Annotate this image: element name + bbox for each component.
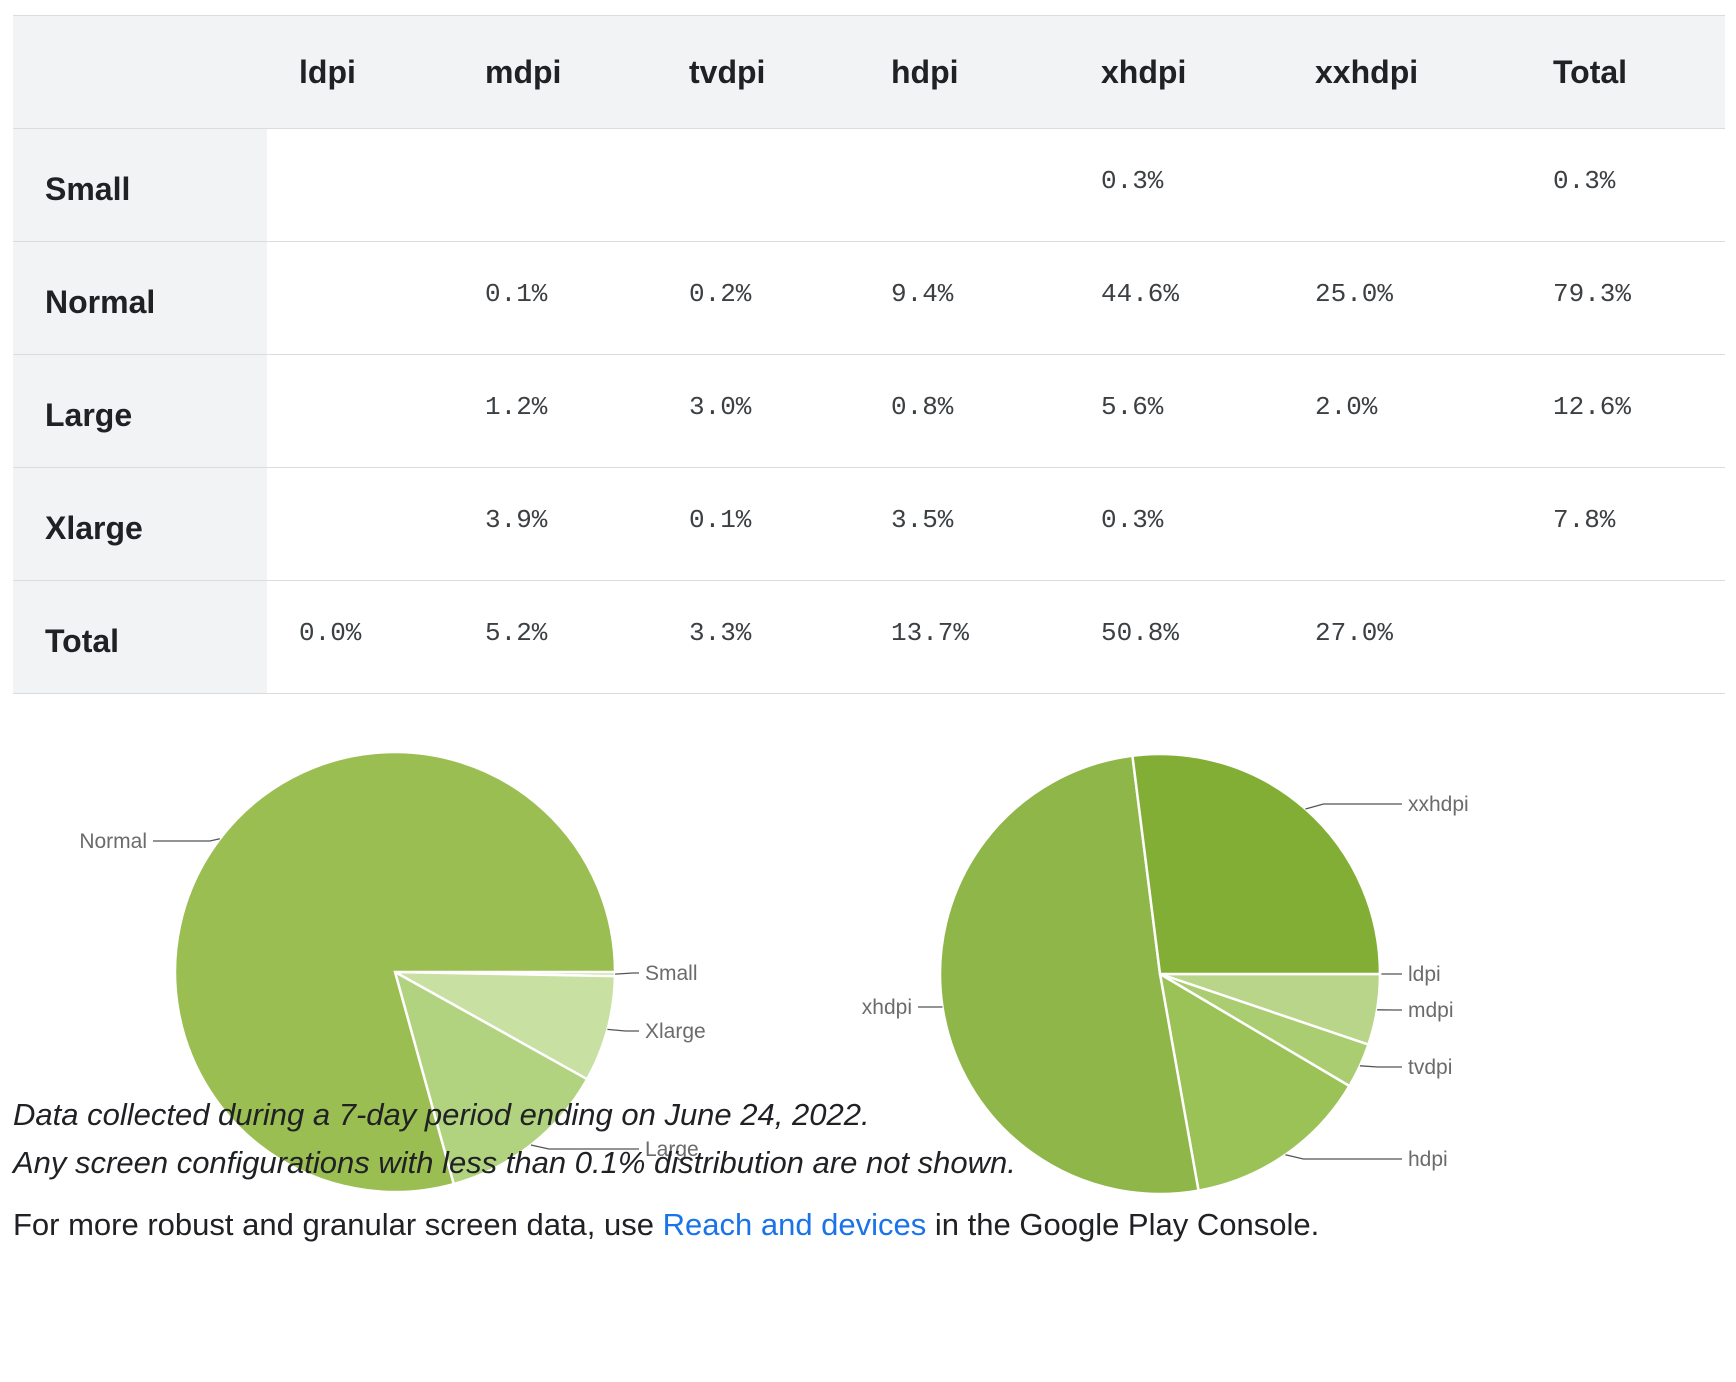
slice-label-normal: Normal — [79, 830, 147, 853]
leader-line-xlarge — [607, 1028, 639, 1032]
table-cell — [1521, 580, 1725, 694]
slice-label-hdpi: hdpi — [1408, 1148, 1448, 1171]
slice-label-ldpi: ldpi — [1408, 963, 1441, 986]
table-cell — [453, 128, 657, 242]
table-row-total: Total 0.0% 5.2% 3.3% 13.7% 50.8% 27.0% — [13, 580, 1725, 694]
leader-line-xxhdpi — [1305, 803, 1402, 810]
column-header-corner — [13, 15, 267, 129]
footer-text-after: in the Google Play Console. — [926, 1207, 1320, 1242]
table-cell: 0.3% — [1521, 128, 1725, 242]
slice-label-xxhdpi: xxhdpi — [1408, 793, 1469, 816]
table-cell — [267, 241, 453, 355]
collection-note: Data collected during a 7-day period end… — [13, 1097, 870, 1132]
table-row-small: Small 0.3% 0.3% — [13, 128, 1725, 242]
table-cell — [657, 128, 859, 242]
table-cell — [1283, 467, 1521, 581]
footer-text-before: For more robust and granular screen data… — [13, 1207, 663, 1242]
row-header: Normal — [13, 241, 267, 355]
screen-distribution-table: ldpi mdpi tvdpi hdpi xhdpi xxhdpi Total … — [13, 15, 1725, 694]
column-header-tvdpi: tvdpi — [657, 15, 859, 129]
table-cell: 5.2% — [453, 580, 657, 694]
table-cell: 0.2% — [657, 241, 859, 355]
table-cell — [859, 128, 1069, 242]
column-header-hdpi: hdpi — [859, 15, 1069, 129]
pie-slice-xhdpi — [938, 754, 1200, 1196]
reach-and-devices-link[interactable]: Reach and devices — [662, 1207, 927, 1242]
slice-label-large: Large — [645, 1138, 699, 1161]
pie-chart-1: Small Xlarge Large Normal — [79, 750, 706, 1194]
table-row-large: Large 1.2% 3.0% 0.8% 5.6% 2.0% 12.6% — [13, 354, 1725, 468]
row-header: Xlarge — [13, 467, 267, 581]
pie-slice-normal — [173, 750, 617, 1194]
slice-label-xhdpi: xhdpi — [862, 996, 912, 1019]
table-cell: 44.6% — [1069, 241, 1283, 355]
pie-charts: Small Xlarge Large Normal ldpi mdpi tvdpi hdpi x… — [0, 700, 1736, 1200]
slice-label-small: Small — [645, 962, 698, 985]
table-header-row: ldpi mdpi tvdpi hdpi xhdpi xxhdpi Total — [13, 15, 1725, 129]
table-cell — [267, 354, 453, 468]
leader-line-hdpi — [1285, 1154, 1402, 1160]
table-cell: 50.8% — [1069, 580, 1283, 694]
table-cell: 7.8% — [1521, 467, 1725, 581]
table-cell: 5.6% — [1069, 354, 1283, 468]
table-cell: 3.5% — [859, 467, 1069, 581]
table-cell: 3.3% — [657, 580, 859, 694]
column-header-xxhdpi: xxhdpi — [1283, 15, 1521, 129]
table-cell: 0.1% — [453, 241, 657, 355]
leader-line-small — [614, 972, 639, 975]
threshold-note: Any screen configurations with less than… — [13, 1145, 1016, 1180]
leader-line-normal — [153, 838, 221, 842]
column-header-ldpi: ldpi — [267, 15, 453, 129]
table-cell: 0.0% — [267, 580, 453, 694]
table-cell: 12.6% — [1521, 354, 1725, 468]
table-row-xlarge: Xlarge 3.9% 0.1% 3.5% 0.3% 7.8% — [13, 467, 1725, 581]
slice-label-tvdpi: tvdpi — [1408, 1056, 1452, 1079]
table-cell: 0.3% — [1069, 467, 1283, 581]
table-cell: 27.0% — [1283, 580, 1521, 694]
pie-chart-2: ldpi mdpi tvdpi hdpi xhdpi xxhdpi — [862, 752, 1469, 1196]
table-cell — [1283, 128, 1521, 242]
footer-text: For more robust and granular screen data… — [13, 1207, 1319, 1243]
pie-charts-svg: Small Xlarge Large Normal ldpi mdpi tvdpi hdpi x… — [79, 750, 1469, 1196]
table-cell: 1.2% — [453, 354, 657, 468]
table-cell: 3.9% — [453, 467, 657, 581]
slice-label-xlarge: Xlarge — [645, 1020, 706, 1043]
leader-line-large — [530, 1144, 639, 1150]
table-cell: 79.3% — [1521, 241, 1725, 355]
table-cell: 13.7% — [859, 580, 1069, 694]
table-cell: 9.4% — [859, 241, 1069, 355]
column-header-xhdpi: xhdpi — [1069, 15, 1283, 129]
row-header: Large — [13, 354, 267, 468]
table-cell: 0.8% — [859, 354, 1069, 468]
table-cell — [267, 128, 453, 242]
column-header-total: Total — [1521, 15, 1725, 129]
table-cell: 25.0% — [1283, 241, 1521, 355]
row-header: Small — [13, 128, 267, 242]
table-cell — [267, 467, 453, 581]
pie-slice-xlarge — [394, 970, 617, 1081]
leader-line-tvdpi — [1359, 1065, 1402, 1068]
pie-slice-hdpi — [1158, 971, 1352, 1193]
row-header: Total — [13, 580, 267, 694]
table-row-normal: Normal 0.1% 0.2% 9.4% 44.6% 25.0% 79.3% — [13, 241, 1725, 355]
column-header-mdpi: mdpi — [453, 15, 657, 129]
table-cell: 0.3% — [1069, 128, 1283, 242]
table-cell: 0.1% — [657, 467, 859, 581]
table-cell: 2.0% — [1283, 354, 1521, 468]
slice-label-mdpi: mdpi — [1408, 999, 1454, 1022]
table-cell: 3.0% — [657, 354, 859, 468]
pie-slice-large — [392, 969, 589, 1186]
pie-slice-xxhdpi — [1131, 752, 1382, 976]
